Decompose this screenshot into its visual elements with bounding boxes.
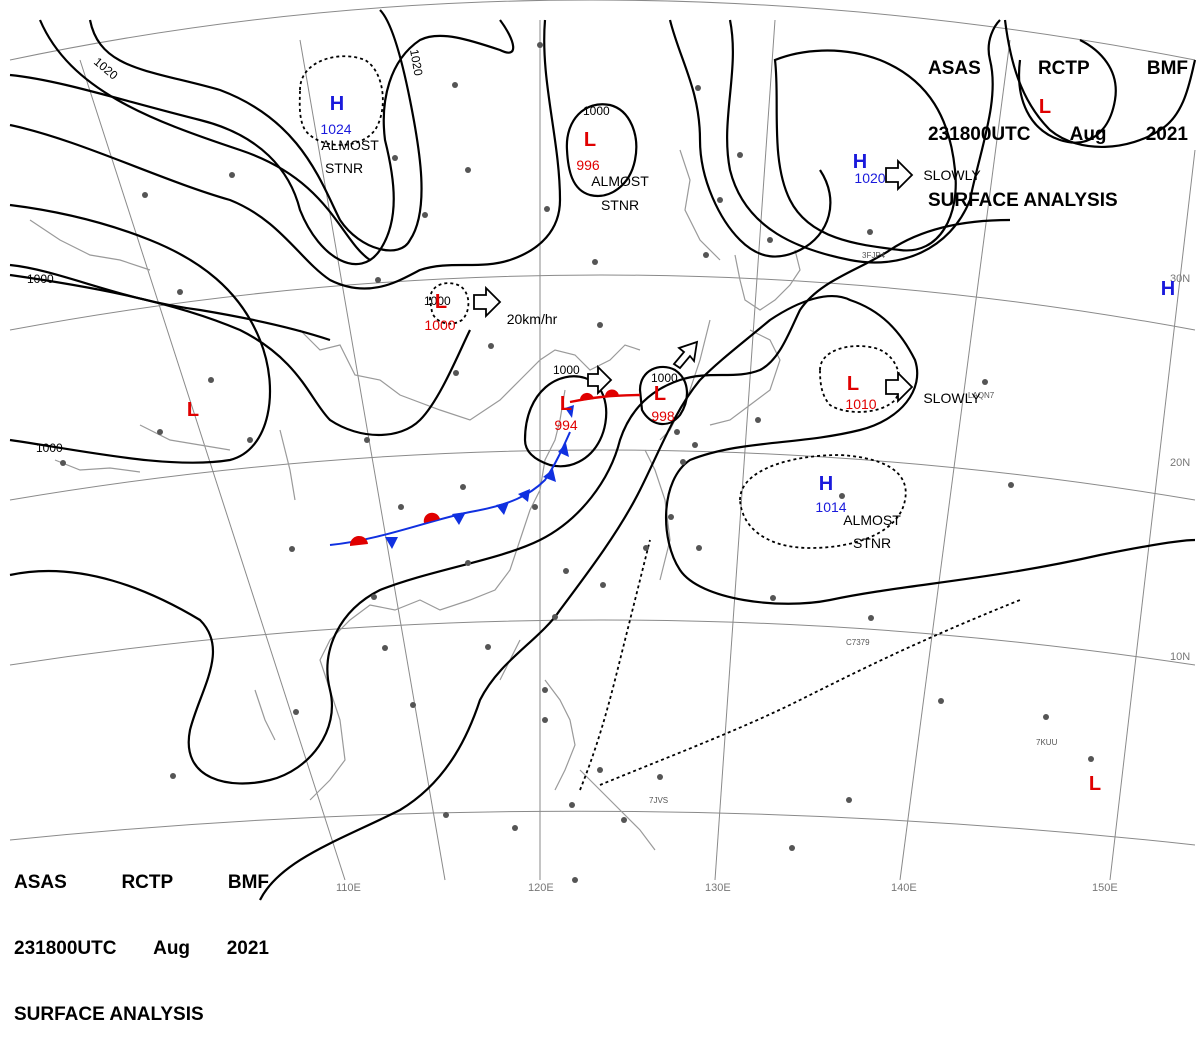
high-pressure-symbol: H bbox=[819, 473, 833, 495]
lat-label: 30N bbox=[1170, 273, 1190, 285]
coastlines bbox=[29, 149, 801, 851]
station-id: 7JVS bbox=[649, 796, 668, 805]
low-pressure-symbol: L bbox=[1039, 96, 1051, 118]
header-line1: ASAS RCTP BMF bbox=[928, 58, 1188, 80]
isobar-labels: 1020 1020 1000 1000 1000 1000 1000 1000 bbox=[27, 48, 678, 455]
cold-front-triangles bbox=[385, 405, 574, 549]
header-line2: 231800UTC Aug 2021 bbox=[928, 124, 1188, 146]
header-line2: 231800UTC Aug 2021 bbox=[14, 938, 269, 960]
low-pressure-symbol: L bbox=[654, 383, 666, 405]
grid-labels: 110E 120E 130E 140E 150E 30N 20N 10N bbox=[336, 273, 1190, 894]
high-pressure-symbol: H bbox=[330, 93, 344, 115]
fronts bbox=[329, 389, 641, 549]
header-time: 231800UTC bbox=[928, 124, 1031, 145]
isobar-label: 1020 bbox=[407, 48, 425, 77]
system-note: STNR bbox=[325, 160, 363, 176]
longitude-grid bbox=[79, 19, 1196, 881]
high-pressure-symbol: H bbox=[1161, 278, 1175, 300]
isobar-label: 1000 bbox=[27, 272, 54, 286]
system-note: STNR bbox=[853, 535, 891, 551]
pressure-value: 994 bbox=[554, 417, 578, 433]
system-note: ALMOST bbox=[843, 512, 901, 528]
header-top-right: ASAS RCTP BMF 231800UTC Aug 2021 SURFACE… bbox=[928, 14, 1188, 234]
lon-label: 130E bbox=[705, 882, 731, 894]
dashed-isobars bbox=[298, 55, 1021, 791]
latitude-grid bbox=[9, 0, 1196, 846]
system-note: STNR bbox=[601, 197, 639, 213]
low-pressure-symbol: L bbox=[584, 129, 596, 151]
header-time: 231800UTC bbox=[14, 938, 117, 959]
header-month: Aug bbox=[1069, 124, 1107, 145]
station-id: C7379 bbox=[846, 638, 870, 647]
cold-front bbox=[329, 431, 571, 546]
low-pressure-symbol: L bbox=[847, 373, 859, 395]
low-pressure-symbol: L bbox=[435, 291, 447, 313]
lat-label: 20N bbox=[1170, 457, 1190, 469]
header-station: RCTP bbox=[1037, 58, 1090, 79]
station-ids: 3FJP4 LAQN7 C7379 7KUU 7JVS bbox=[649, 251, 1058, 805]
header-year: 2021 bbox=[1145, 124, 1188, 145]
header-code: BMF bbox=[227, 872, 269, 893]
pressure-value: 996 bbox=[576, 157, 600, 173]
system-note: 20km/hr bbox=[507, 311, 558, 327]
weather-map: 1020 1020 1000 1000 1000 1000 1000 1000 … bbox=[9, 0, 1197, 901]
pressure-value: 1000 bbox=[424, 317, 455, 333]
station-id: 3FJP4 bbox=[862, 251, 886, 260]
header-title: SURFACE ANALYSIS bbox=[14, 1004, 204, 1025]
low-pressure-symbol: L bbox=[1089, 773, 1101, 795]
pressure-value: 1024 bbox=[320, 121, 351, 137]
header-station: RCTP bbox=[121, 872, 174, 893]
low-pressure-symbol: L bbox=[187, 399, 199, 421]
pressure-value: 1010 bbox=[845, 396, 876, 412]
station-id: 7KUU bbox=[1036, 738, 1058, 747]
station-plots bbox=[60, 42, 1094, 883]
warm-front-semicircles bbox=[349, 389, 619, 546]
warm-front bbox=[569, 393, 641, 404]
lat-label: 10N bbox=[1170, 651, 1190, 663]
pressure-value: 1014 bbox=[815, 499, 846, 515]
isobar-label: 1000 bbox=[36, 441, 63, 455]
header-bottom-left: ASAS RCTP BMF 231800UTC Aug 2021 SURFACE… bbox=[14, 828, 269, 1048]
header-month: Aug bbox=[153, 938, 191, 959]
header-year: 2021 bbox=[226, 938, 269, 959]
header-agency: ASAS bbox=[14, 872, 67, 893]
header-line1: ASAS RCTP BMF bbox=[14, 872, 269, 894]
isobar-label: 1000 bbox=[424, 294, 451, 308]
lon-label: 150E bbox=[1092, 882, 1118, 894]
header-title: SURFACE ANALYSIS bbox=[928, 190, 1118, 211]
low-pressure-symbol: L bbox=[560, 393, 572, 415]
pressure-value: 1020 bbox=[854, 170, 885, 186]
pressure-value: 998 bbox=[651, 408, 675, 424]
system-note: SLOWLY bbox=[923, 390, 981, 406]
header-code: BMF bbox=[1146, 58, 1188, 79]
station-id: LAQN7 bbox=[968, 391, 995, 400]
lon-label: 140E bbox=[891, 882, 917, 894]
system-note: ALMOST bbox=[591, 173, 649, 189]
isobar-label: 1000 bbox=[583, 104, 610, 118]
system-note: ALMOST bbox=[321, 137, 379, 153]
isobars bbox=[9, 9, 1197, 901]
isobar-label: 1000 bbox=[553, 363, 580, 377]
lon-label: 110E bbox=[336, 882, 361, 894]
motion-arrows bbox=[473, 158, 914, 404]
lon-label: 120E bbox=[528, 882, 554, 894]
system-note: SLOWLY bbox=[923, 167, 981, 183]
high-pressure-symbol: H bbox=[853, 151, 867, 173]
isobar-label: 1000 bbox=[651, 371, 678, 385]
header-agency: ASAS bbox=[928, 58, 981, 79]
